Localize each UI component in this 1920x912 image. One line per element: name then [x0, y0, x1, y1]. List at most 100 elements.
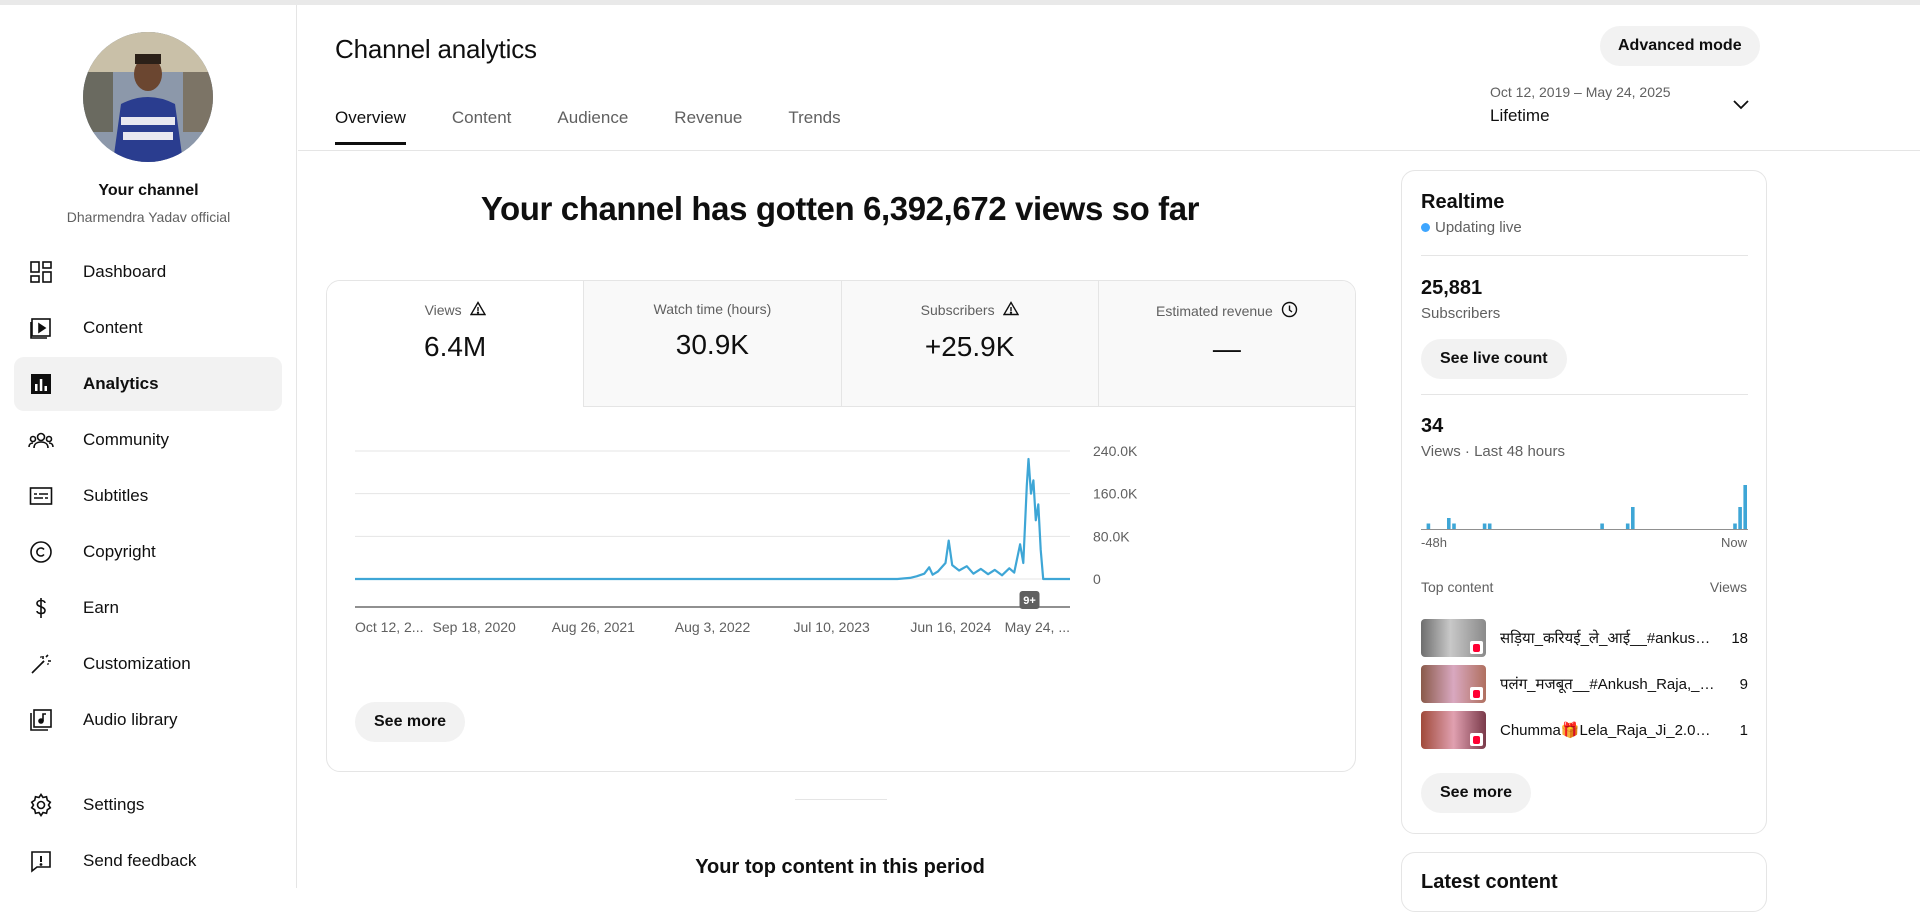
nav-analytics[interactable]: Analytics: [14, 357, 282, 411]
video-title: पलंग_मजबूत__#Ankush_Raja,_Shilpi_Raj: [1500, 676, 1715, 693]
views-chart-svg: 240.0K 160.0K 80.0K 0 Oct 12, 2... Sep 18, 20…: [355, 443, 1138, 635]
tab-trends[interactable]: Trends: [788, 108, 841, 127]
nav-label: Analytics: [83, 374, 159, 393]
realtime-views-chart[interactable]: [1421, 473, 1748, 535]
see-more-button[interactable]: See more: [355, 702, 466, 742]
clock-icon[interactable]: [1281, 301, 1298, 321]
nav-label: Dashboard: [83, 262, 167, 281]
shorts-icon: [1470, 641, 1483, 654]
y-tick-label: 80.0K: [1093, 528, 1130, 544]
top-content-row[interactable]: Chumma🎁Lela_Raja_Ji_2.0_#bhojpuri 1: [1421, 711, 1748, 749]
realtime-status-text: Updating live: [1435, 219, 1522, 236]
realtime-bar: [1738, 507, 1742, 529]
realtime-bar: [1631, 507, 1635, 529]
tab-overview[interactable]: Overview: [335, 108, 406, 145]
nav-label: Community: [83, 430, 169, 449]
metric-tabs: Views 6.4M Watch time (hours) 30.9K Subs…: [327, 281, 1355, 407]
top-content-label: Top content: [1421, 579, 1494, 595]
avatar-photo: [83, 32, 213, 162]
nav-send-feedback[interactable]: Send feedback: [14, 834, 282, 888]
customization-icon: [28, 651, 54, 677]
top-content-heading: Your top content in this period: [695, 856, 985, 878]
tab-audience[interactable]: Audience: [557, 108, 629, 127]
metric-subscribers[interactable]: Subscribers +25.9K: [841, 281, 1099, 407]
chevron-down-icon: [1732, 98, 1750, 116]
video-title: सड़िया_करियई_ले_आई__#ankush_raja_#bhojpu…: [1500, 630, 1715, 647]
metric-value: —: [1212, 333, 1241, 364]
metric-watch-time[interactable]: Watch time (hours) 30.9K: [584, 281, 842, 407]
metric-views[interactable]: Views 6.4M: [327, 281, 585, 407]
metric-estimated-revenue[interactable]: Estimated revenue —: [1098, 281, 1355, 407]
see-live-count-button[interactable]: See live count: [1421, 339, 1567, 379]
content-icon: [28, 315, 54, 341]
y-tick-label: 240.0K: [1093, 443, 1138, 459]
x-tick-label: Aug 26, 2021: [552, 619, 636, 635]
latest-content-panel: Latest content: [1401, 852, 1767, 912]
warning-icon[interactable]: [1002, 301, 1019, 319]
realtime-bar: [1426, 523, 1431, 529]
views-chart[interactable]: 240.0K 160.0K 80.0K 0 Oct 12, 2... Sep 18, 20…: [327, 407, 1355, 687]
nav-subtitles[interactable]: Subtitles: [14, 469, 282, 523]
latest-content-title: Latest content: [1421, 871, 1558, 893]
nav-label: Earn: [83, 598, 119, 617]
realtime-views-label: Views · Last 48 hours: [1421, 443, 1565, 460]
metric-label: Subscribers: [920, 302, 995, 318]
top-content-row[interactable]: पलंग_मजबूत__#Ankush_Raja,_Shilpi_Raj 9: [1421, 665, 1748, 703]
nav-label: Customization: [83, 654, 191, 673]
nav-label: Copyright: [83, 542, 156, 561]
y-tick-label: 160.0K: [1093, 486, 1138, 502]
x-tick-label: May 24, ...: [1005, 619, 1070, 635]
views-series-line: [355, 457, 1070, 581]
top-content-views-label: Views: [1709, 579, 1747, 595]
top-content-row[interactable]: सड़िया_करियई_ले_आई__#ankush_raja_#bhojpu…: [1421, 619, 1748, 657]
realtime-title: Realtime: [1421, 191, 1505, 213]
nav-label: Settings: [83, 795, 145, 814]
warning-icon[interactable]: [469, 301, 486, 319]
copyright-icon: [28, 539, 54, 565]
channel-avatar[interactable]: [83, 32, 213, 162]
metric-label: Views: [424, 302, 462, 318]
nav-earn[interactable]: Earn: [14, 581, 282, 635]
metric-value: +25.9K: [924, 331, 1015, 362]
tab-revenue[interactable]: Revenue: [674, 108, 743, 127]
nav-label: Subtitles: [83, 486, 149, 505]
realtime-bar: [1447, 518, 1451, 529]
mini-axis-start: -48h: [1421, 535, 1448, 550]
nav-dashboard[interactable]: Dashboard: [14, 245, 282, 299]
realtime-panel: Realtime Updating live 25,881 Subscriber…: [1401, 170, 1767, 834]
video-title: Chumma🎁Lela_Raja_Ji_2.0_#bhojpuri: [1500, 722, 1715, 739]
channel-name: Dharmendra Yadav official: [66, 209, 231, 225]
nav-label: Content: [83, 318, 143, 337]
x-tick-label: Jul 10, 2023: [794, 619, 870, 635]
video-views: 18: [1731, 629, 1748, 647]
advanced-mode-button[interactable]: Advanced mode: [1600, 26, 1760, 66]
nav-audio-library[interactable]: Audio library: [14, 693, 282, 747]
x-tick-label: Aug 3, 2022: [675, 619, 751, 635]
nav-content[interactable]: Content: [14, 301, 282, 355]
realtime-bar: [1600, 523, 1604, 529]
section-divider: [795, 799, 887, 800]
analytics-icon: [28, 371, 54, 397]
nav-settings[interactable]: Settings: [14, 778, 282, 832]
realtime-bar: [1482, 523, 1487, 529]
date-period-text: Lifetime: [1490, 106, 1550, 125]
dashboard-icon: [28, 259, 54, 285]
tab-content[interactable]: Content: [451, 108, 512, 127]
realtime-subscribers-value: 25,881: [1421, 277, 1483, 299]
analytics-tabs: Overview Content Audience Revenue Trends: [335, 108, 887, 145]
live-dot-icon: [1421, 223, 1430, 232]
shorts-icon: [1470, 733, 1483, 746]
metric-label: Estimated revenue: [1156, 303, 1273, 319]
nav-community[interactable]: Community: [14, 413, 282, 467]
metric-label: Watch time (hours): [653, 301, 772, 317]
nav-copyright[interactable]: Copyright: [14, 525, 282, 579]
video-views: 1: [1739, 721, 1748, 739]
realtime-status: Updating live: [1421, 219, 1522, 236]
nav-customization[interactable]: Customization: [14, 637, 282, 691]
metric-value: 6.4M: [424, 331, 487, 362]
header-divider: [298, 150, 1920, 151]
video-thumbnail: [1421, 619, 1486, 657]
date-range-selector[interactable]: Oct 12, 2019 – May 24, 2025 Lifetime: [1490, 84, 1750, 134]
realtime-see-more-button[interactable]: See more: [1421, 773, 1532, 813]
annotation-marker-label: 9+: [1023, 595, 1036, 607]
